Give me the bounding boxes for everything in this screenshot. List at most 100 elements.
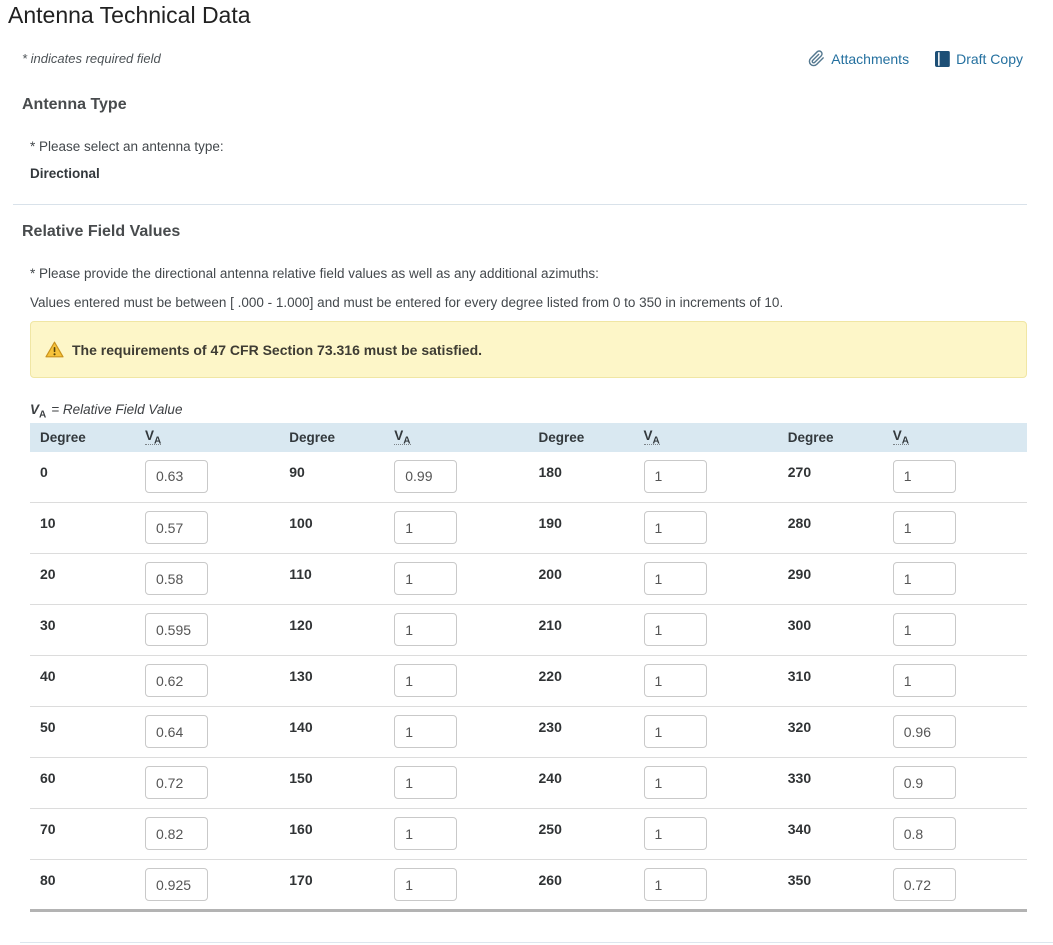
- va-cell: [882, 604, 1027, 656]
- degree-label: 190: [528, 502, 634, 554]
- table-row: 80 170 260 350: [30, 859, 1027, 911]
- va-cell: [882, 808, 1027, 860]
- degree-label: 60: [30, 757, 135, 809]
- va-input-230[interactable]: [643, 715, 707, 749]
- table-row: 50 140 230 320: [30, 706, 1027, 758]
- va-cell: [882, 655, 1027, 707]
- va-input-0[interactable]: [145, 459, 208, 493]
- va-input-60[interactable]: [145, 766, 208, 800]
- warning-triangle-icon: [45, 341, 64, 358]
- va-cell: [135, 502, 280, 554]
- degree-label: 240: [528, 757, 634, 809]
- va-cell: [135, 655, 280, 707]
- va-cell: [882, 757, 1027, 809]
- va-input-10[interactable]: [145, 511, 208, 545]
- va-input-330[interactable]: [892, 766, 956, 800]
- va-input-70[interactable]: [145, 817, 208, 851]
- degree-label: 120: [279, 604, 385, 656]
- degree-label: 130: [279, 655, 385, 707]
- va-input-290[interactable]: [892, 562, 956, 596]
- warning-text: The requirements of 47 CFR Section 73.31…: [72, 341, 483, 358]
- va-input-250[interactable]: [643, 817, 707, 851]
- va-input-340[interactable]: [892, 817, 956, 851]
- va-input-280[interactable]: [892, 511, 956, 545]
- degree-label: 170: [279, 859, 385, 911]
- va-cell: [384, 502, 529, 554]
- warning-banner: The requirements of 47 CFR Section 73.31…: [30, 321, 1027, 379]
- va-cell: [633, 502, 778, 554]
- va-input-30[interactable]: [145, 613, 208, 647]
- degree-label: 0: [40, 463, 48, 480]
- degree-label: 250: [528, 808, 634, 860]
- va-cell: [135, 859, 280, 911]
- va-input-40[interactable]: [145, 664, 208, 698]
- va-input-20[interactable]: [145, 562, 208, 596]
- va-input-240[interactable]: [643, 766, 707, 800]
- va-input-140[interactable]: [394, 715, 458, 749]
- attachments-link[interactable]: Attachments: [808, 50, 909, 67]
- va-input-200[interactable]: [643, 562, 707, 596]
- degree-label: 300: [777, 604, 883, 656]
- va-column-header: VA: [384, 422, 529, 452]
- va-input-310[interactable]: [892, 664, 956, 698]
- va-legend-text: = Relative Field Value: [51, 402, 183, 418]
- va-input-80[interactable]: [145, 868, 208, 902]
- va-cell: [882, 706, 1027, 758]
- va-input-190[interactable]: [643, 511, 707, 545]
- va-cell: [135, 808, 280, 860]
- table-row: 60 150 240 330: [30, 757, 1027, 809]
- va-input-350[interactable]: [892, 868, 956, 902]
- va-column-header: VA: [135, 422, 280, 452]
- antenna-type-value: Directional: [30, 165, 100, 181]
- degree-label: 50: [30, 706, 135, 758]
- degree-label: 160: [279, 808, 385, 860]
- va-input-90[interactable]: [394, 459, 458, 493]
- degree-label: 40: [30, 655, 135, 707]
- va-input-220[interactable]: [643, 664, 707, 698]
- degree-label: 280: [777, 502, 883, 554]
- va-input-170[interactable]: [394, 868, 458, 902]
- degree-label: 150: [279, 757, 385, 809]
- degree-label: 90: [289, 463, 305, 480]
- va-cell: [135, 452, 279, 503]
- va-input-260[interactable]: [643, 868, 707, 902]
- va-input-130[interactable]: [394, 664, 458, 698]
- degree-label: 30: [30, 604, 135, 656]
- degree-label: 20: [30, 553, 135, 605]
- degree-label: 70: [30, 808, 135, 860]
- relative-field-values-heading: Relative Field Values: [22, 222, 181, 240]
- table-row: 0 90 180 270: [30, 452, 1027, 503]
- antenna-type-heading: Antenna Type: [22, 96, 127, 114]
- va-input-160[interactable]: [394, 817, 458, 851]
- degree-label: 260: [528, 859, 634, 911]
- va-input-50[interactable]: [145, 715, 208, 749]
- va-cell: [135, 604, 280, 656]
- antenna-type-prompt: * Please select an antenna type:: [30, 139, 224, 155]
- va-input-110[interactable]: [394, 562, 458, 596]
- paperclip-icon: [808, 50, 825, 67]
- va-input-150[interactable]: [394, 766, 458, 800]
- degree-label: 100: [279, 502, 385, 554]
- va-cell: [633, 706, 778, 758]
- va-input-120[interactable]: [394, 613, 458, 647]
- va-cell: [633, 655, 778, 707]
- degree-label: 110: [279, 553, 385, 605]
- va-input-180[interactable]: [643, 459, 707, 493]
- degree-label: 290: [777, 553, 883, 605]
- va-input-100[interactable]: [394, 511, 458, 545]
- relative-field-prompt: * Please provide the directional antenna…: [30, 265, 599, 281]
- va-input-210[interactable]: [643, 613, 707, 647]
- va-input-270[interactable]: [892, 459, 956, 493]
- va-input-300[interactable]: [892, 613, 956, 647]
- va-cell: [882, 859, 1027, 911]
- draft-copy-link[interactable]: Draft Copy: [935, 50, 1023, 67]
- va-cell: [882, 553, 1027, 605]
- va-cell: [384, 655, 529, 707]
- va-input-320[interactable]: [892, 715, 956, 749]
- va-cell: [384, 706, 529, 758]
- degree-label: 230: [528, 706, 634, 758]
- va-cell: [633, 604, 778, 656]
- va-cell: [882, 502, 1027, 554]
- meta-row: * indicates required field Attachments D…: [22, 50, 1023, 67]
